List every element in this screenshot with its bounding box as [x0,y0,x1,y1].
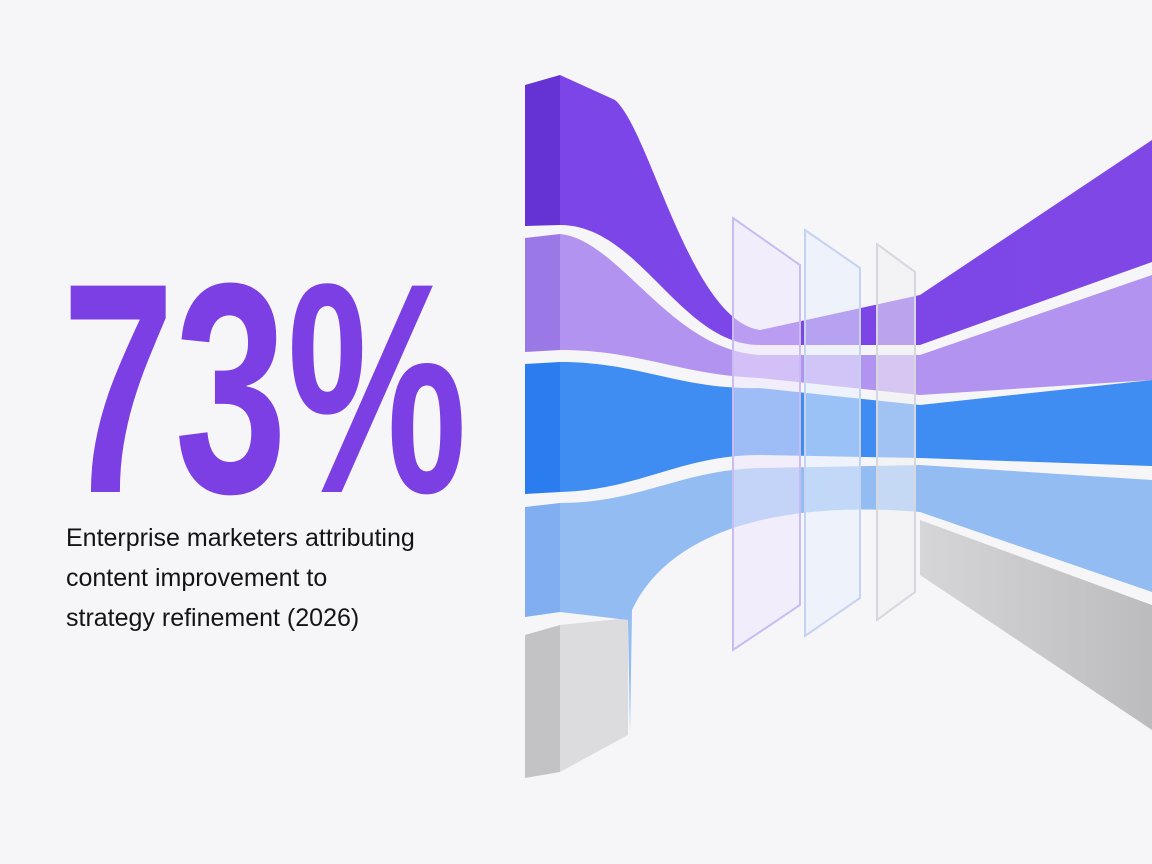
glass-panel [876,242,916,622]
caption-line: strategy refinement (2026) [66,604,359,632]
lavender-band [560,234,1152,395]
light-blue-band [560,465,1152,732]
lavender-face [525,234,560,352]
gray-side [560,618,628,772]
caption-line: content improvement to [66,564,327,592]
stat-value: 73% [62,220,467,556]
glass-panel [732,216,801,652]
blue-face [525,362,560,494]
purple-band [560,75,1152,345]
gray-band [920,520,1152,730]
gray-face [525,625,560,778]
glass-panel [804,228,861,638]
purple-face [525,75,560,226]
flow-illustration [525,75,1152,778]
caption-line: Enterprise marketers attributing [66,524,415,552]
light-blue-face [525,503,560,617]
